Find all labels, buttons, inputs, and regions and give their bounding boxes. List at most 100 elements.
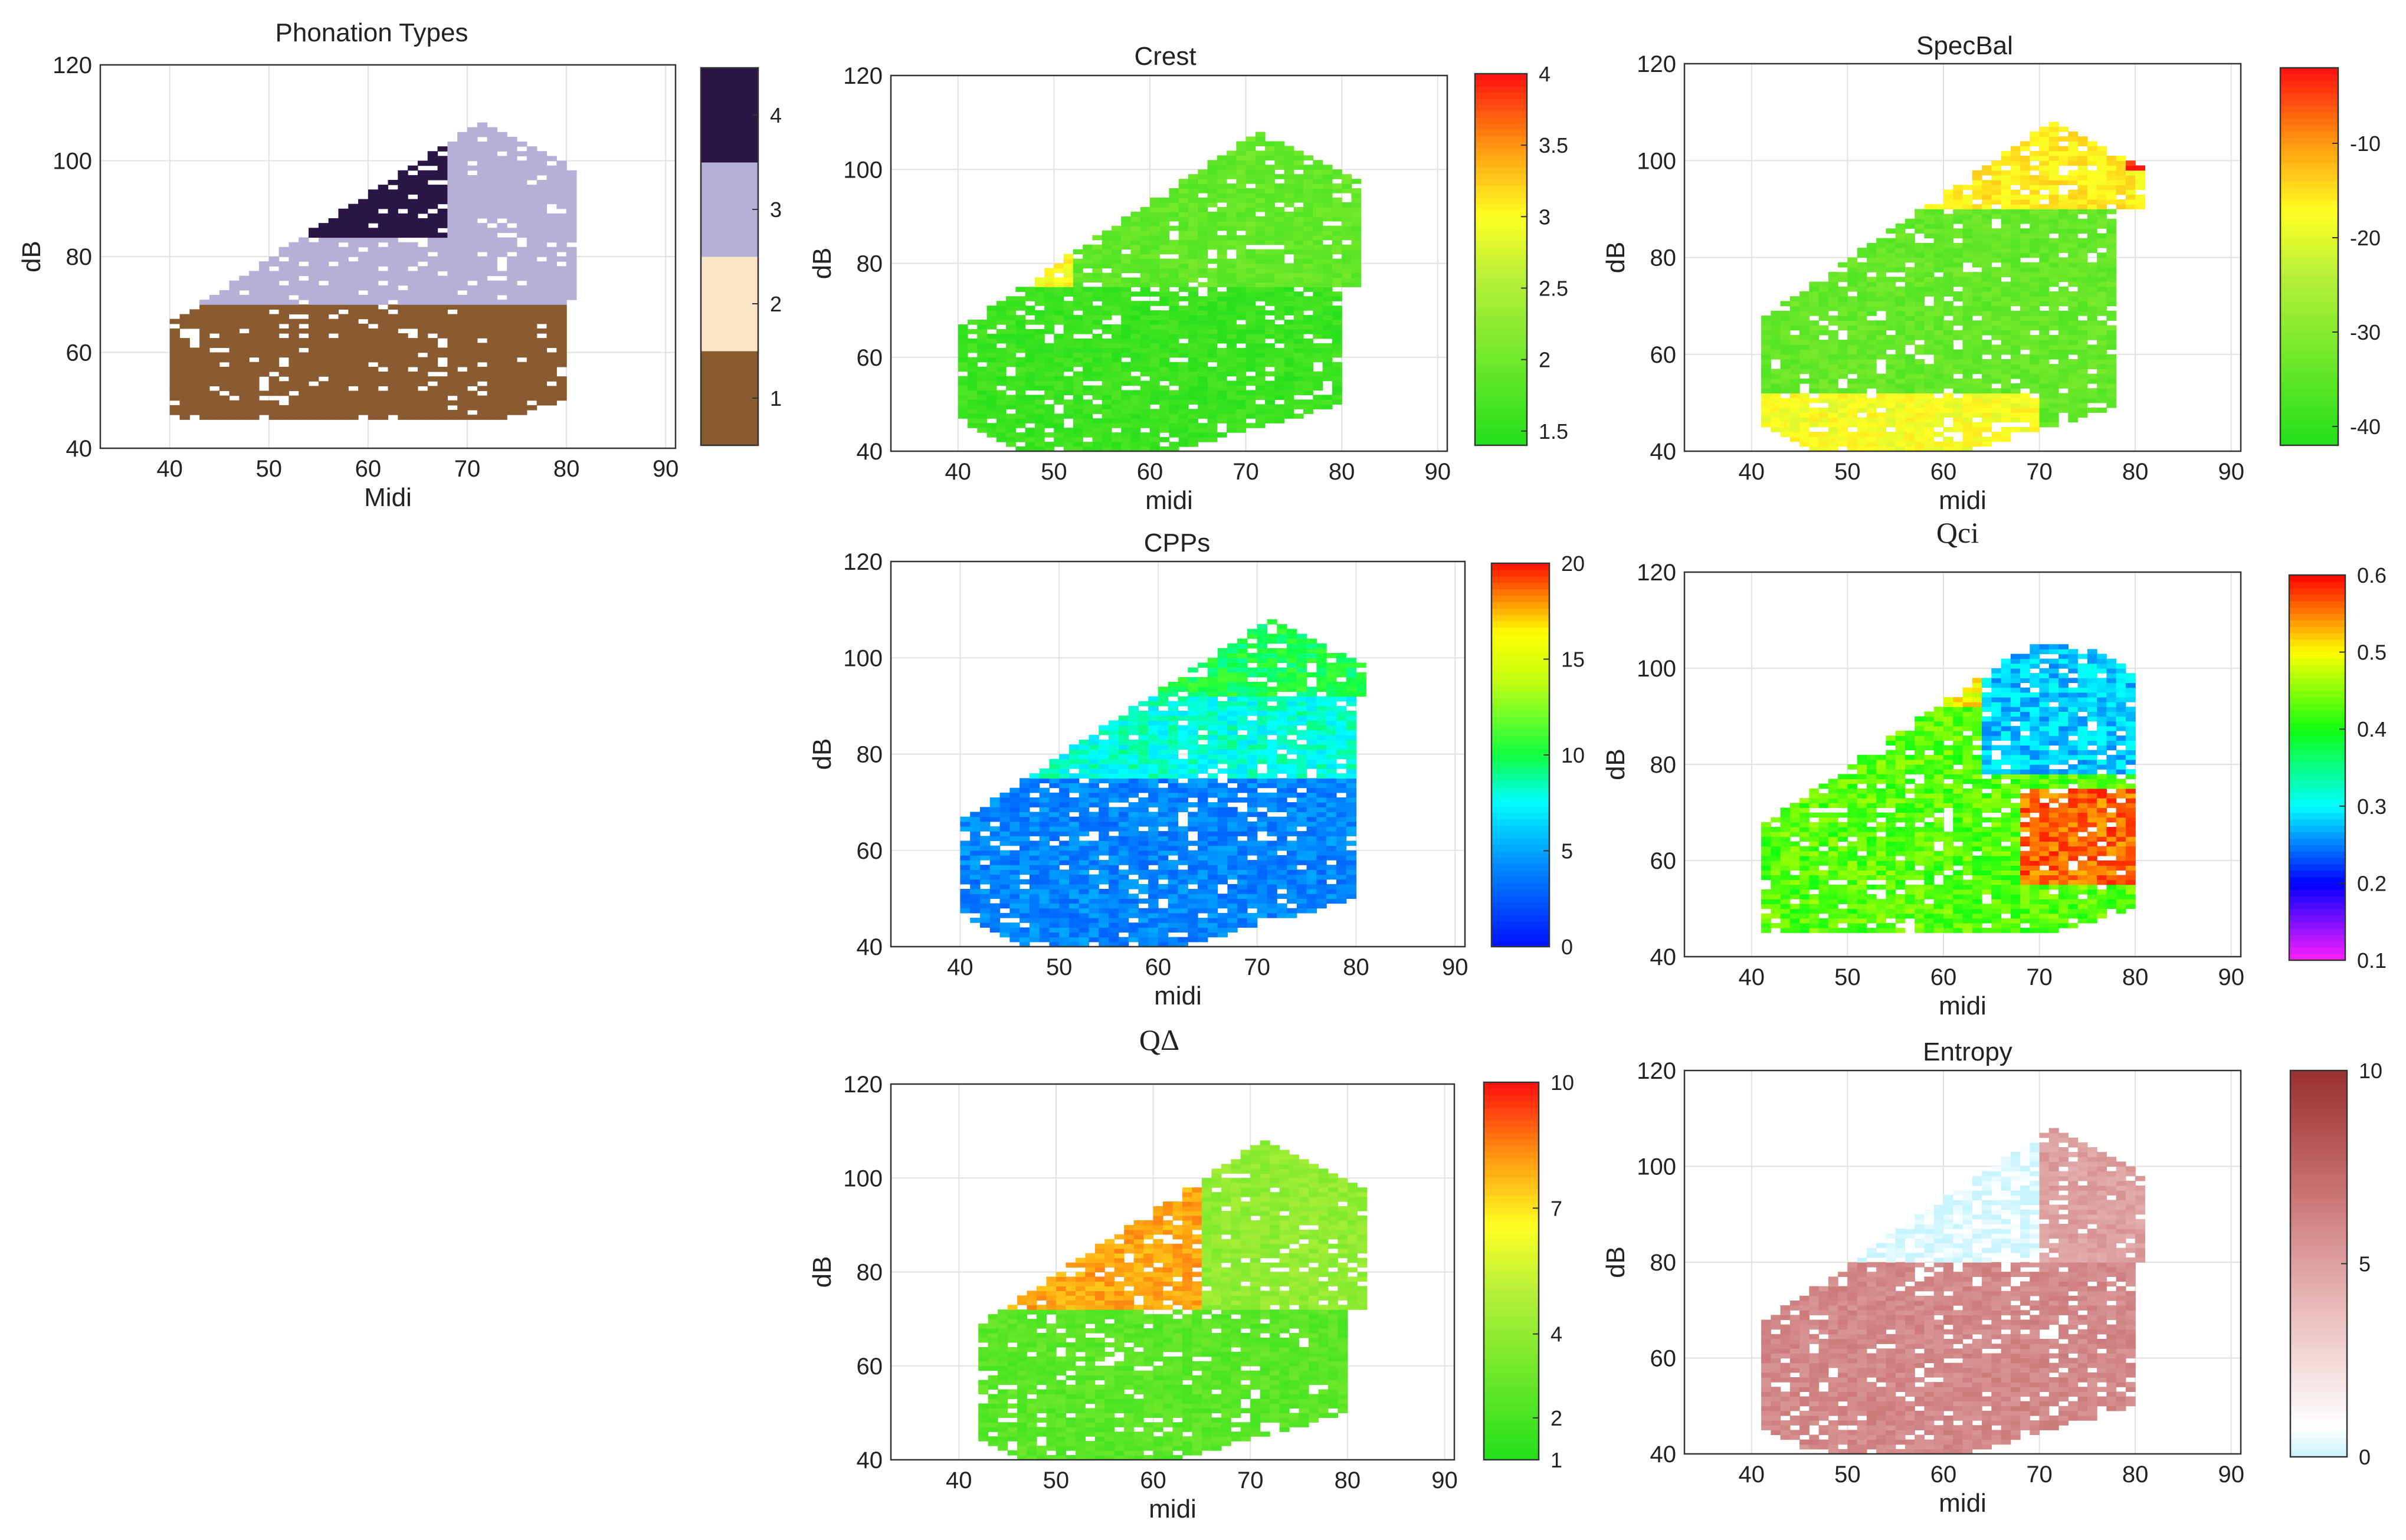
heatmap-cell [1149, 333, 1160, 339]
heatmap-cell [1293, 333, 1304, 339]
heatmap-cell [1972, 310, 1982, 316]
heatmap-cell [1054, 338, 1064, 344]
heatmap-cell [1857, 373, 1867, 379]
heatmap-cell [1159, 366, 1170, 372]
heatmap-cell [1876, 248, 1887, 253]
heatmap-cell [1198, 216, 1208, 222]
heatmap-cell [467, 266, 478, 271]
heatmap-cell [199, 318, 210, 324]
heatmap-cell [358, 304, 369, 310]
colorbar-frame [1474, 73, 1528, 446]
heatmap-cell [179, 376, 190, 382]
heatmap-cell [1933, 214, 1944, 219]
heatmap-cell [1236, 310, 1247, 316]
heatmap-cell [388, 213, 398, 219]
heatmap-cell [1962, 209, 1973, 215]
heatmap-cell [467, 189, 478, 195]
heatmap-cell [1962, 436, 1973, 442]
heatmap-cell [487, 314, 498, 320]
heatmap-cell [467, 362, 478, 367]
heatmap-cell [1303, 357, 1313, 363]
heatmap-cell [1083, 287, 1093, 292]
heatmap-cell [219, 357, 230, 363]
heatmap-cell [487, 304, 498, 310]
heatmap-cell [268, 352, 280, 358]
heatmap-cell [1063, 362, 1074, 367]
heatmap-cell [2058, 364, 2069, 369]
heatmap-cell [1313, 244, 1323, 250]
heatmap-cell [417, 347, 428, 353]
heatmap-cell [1236, 193, 1247, 198]
heatmap-cell [1313, 380, 1323, 386]
heatmap-cell [487, 185, 498, 190]
heatmap-cell [1159, 329, 1170, 334]
heatmap-cell [1140, 343, 1150, 349]
heatmap-cell [1905, 398, 1915, 403]
heatmap-cell [258, 304, 270, 310]
heatmap-cell [1915, 388, 1925, 394]
heatmap-cell [1818, 359, 1829, 365]
heatmap-cell [378, 314, 389, 320]
heatmap-cell [1303, 268, 1313, 274]
heatmap-cell [1178, 324, 1189, 330]
heatmap-cell [1991, 325, 2002, 331]
heatmap-cell [1857, 340, 1867, 345]
heatmap-cell [1006, 347, 1016, 353]
heatmap-cell [1818, 441, 1829, 447]
heatmap-cell [1236, 141, 1247, 147]
heatmap-cell [1962, 402, 1973, 408]
heatmap-cell [2010, 242, 2021, 248]
heatmap-cell [526, 323, 537, 329]
heatmap-cell [447, 223, 458, 228]
heatmap-cell [2010, 175, 2021, 180]
heatmap-cell [996, 423, 1007, 428]
specbal-panel: 40 50 60 70 80 90406080100120mididBSpecBal-40… [1601, 31, 2381, 515]
heatmap-cell [1255, 174, 1266, 179]
heatmap-cell [2058, 262, 2069, 268]
heatmap-cell [546, 261, 557, 267]
heatmap-cell [1943, 224, 1953, 229]
heatmap-cell [1789, 408, 1800, 413]
heatmap-cell [278, 295, 289, 300]
heatmap-cell [368, 242, 379, 248]
heatmap-cell [1274, 268, 1285, 274]
heatmap-cell [1332, 206, 1342, 212]
heatmap-cell [1972, 228, 1982, 234]
heatmap-cell [1188, 343, 1198, 349]
heatmap-cell [1771, 383, 1781, 389]
heatmap-cell [507, 304, 517, 310]
heatmap-cell [1962, 330, 1973, 336]
heatmap-cell [368, 405, 379, 411]
heatmap-cell [487, 165, 498, 171]
heatmap-cell [1255, 235, 1266, 241]
heatmap-cell [1178, 423, 1189, 428]
heatmap-cell [1982, 330, 1992, 336]
heatmap-cell [1102, 357, 1112, 363]
heatmap-cell [1313, 268, 1323, 274]
heatmap-cell [1083, 249, 1093, 255]
heatmap-cell [556, 300, 567, 305]
heatmap-cell [199, 386, 210, 392]
heatmap-cell [1933, 354, 1944, 360]
heatmap-cell [1933, 204, 1944, 209]
heatmap-cell [1245, 193, 1256, 198]
heatmap-cell [447, 333, 458, 339]
heatmap-cell [1111, 432, 1122, 438]
heatmap-cell [378, 257, 389, 262]
heatmap-cell [1818, 373, 1829, 379]
heatmap-cell [1217, 418, 1227, 423]
heatmap-cell [1761, 378, 1771, 384]
heatmap-cell [368, 251, 379, 257]
heatmap-cell [338, 323, 349, 329]
heatmap-cell [477, 386, 488, 392]
heatmap-cell [507, 338, 517, 343]
heatmap-cell [1915, 325, 1925, 331]
heatmap-cell [1207, 423, 1218, 428]
heatmap-cell [1293, 347, 1304, 353]
heatmap-cell [1828, 344, 1838, 350]
heatmap-cell [1140, 352, 1150, 358]
heatmap-cell [388, 343, 398, 348]
heatmap-cell [1130, 268, 1141, 274]
heatmap-cell [477, 261, 488, 267]
heatmap-cell [1265, 277, 1275, 283]
